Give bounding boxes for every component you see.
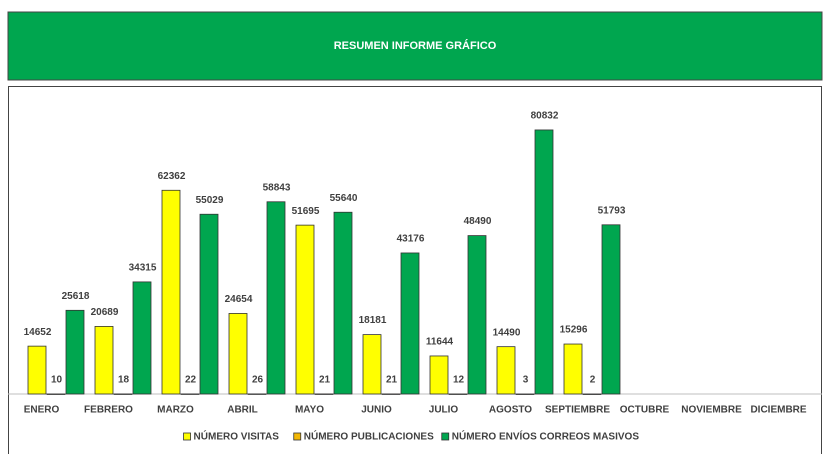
value-label: 21 bbox=[319, 375, 331, 386]
value-label: 11644 bbox=[426, 337, 454, 348]
legend-swatch bbox=[441, 432, 450, 441]
value-label: 51695 bbox=[292, 206, 320, 217]
value-label: 14652 bbox=[24, 327, 52, 338]
value-label: 55640 bbox=[330, 193, 358, 204]
value-label: 48490 bbox=[464, 216, 492, 227]
bar bbox=[132, 281, 152, 395]
value-label: 3 bbox=[523, 375, 529, 386]
bar bbox=[381, 393, 401, 395]
header-bar bbox=[7, 11, 823, 81]
bar bbox=[199, 213, 219, 395]
legend-label: NÚMERO VISITAS bbox=[194, 430, 280, 443]
bar bbox=[563, 343, 583, 395]
bar bbox=[228, 313, 248, 395]
value-label: 21 bbox=[386, 375, 398, 386]
bar bbox=[65, 309, 85, 395]
bar bbox=[94, 326, 114, 395]
x-tick-label: AGOSTO bbox=[489, 405, 532, 416]
bar bbox=[601, 224, 621, 395]
bar bbox=[46, 393, 66, 395]
value-label: 26 bbox=[252, 375, 264, 386]
bar bbox=[180, 393, 200, 395]
bar bbox=[161, 189, 181, 395]
x-tick-label: SEPTIEMBRE bbox=[545, 405, 610, 416]
value-label: 24654 bbox=[225, 294, 253, 305]
value-label: 62362 bbox=[158, 171, 186, 182]
value-label: 34315 bbox=[129, 263, 157, 274]
value-label: 51793 bbox=[598, 205, 626, 216]
x-tick-label: ENERO bbox=[24, 405, 60, 416]
bar bbox=[400, 252, 420, 395]
value-label: 18 bbox=[118, 375, 130, 386]
bar bbox=[467, 235, 487, 395]
legend-swatch bbox=[293, 432, 302, 441]
value-label: 18181 bbox=[359, 315, 387, 326]
x-tick-label: ABRIL bbox=[227, 405, 258, 416]
x-tick-label: MARZO bbox=[157, 405, 194, 416]
x-tick-label: FEBRERO bbox=[84, 405, 133, 416]
bar bbox=[266, 201, 286, 395]
value-label: 15296 bbox=[560, 325, 588, 336]
value-label: 2 bbox=[590, 375, 596, 386]
bar bbox=[429, 355, 449, 395]
x-tick-label: NOVIEMBRE bbox=[681, 405, 742, 416]
bar bbox=[247, 393, 267, 395]
x-tick-label: OCTUBRE bbox=[620, 405, 670, 416]
bar bbox=[496, 346, 516, 395]
legend-label: NÚMERO PUBLICACIONES bbox=[304, 430, 434, 443]
x-tick-label: MAYO bbox=[295, 405, 324, 416]
value-label: 10 bbox=[51, 375, 63, 386]
bar bbox=[362, 334, 382, 395]
value-label: 80832 bbox=[531, 111, 559, 122]
x-tick-label: DICIEMBRE bbox=[750, 405, 806, 416]
bar bbox=[333, 211, 353, 395]
value-label: 25618 bbox=[62, 291, 90, 302]
legend-swatch bbox=[183, 432, 191, 441]
x-tick-label: JUNIO bbox=[361, 405, 392, 416]
chart-title: RESUMEN INFORME GRÁFICO bbox=[334, 39, 497, 52]
bar bbox=[448, 393, 468, 395]
x-tick-label: JULIO bbox=[429, 405, 459, 416]
legend-label: NÚMERO ENVÍOS CORREOS MASIVOS bbox=[452, 430, 640, 443]
bar bbox=[515, 393, 535, 395]
value-label: 43176 bbox=[397, 234, 425, 245]
bar bbox=[314, 393, 334, 395]
bar bbox=[534, 129, 554, 395]
value-label: 12 bbox=[453, 375, 465, 386]
value-label: 22 bbox=[185, 375, 197, 386]
value-label: 55029 bbox=[196, 195, 224, 206]
bar bbox=[113, 393, 133, 395]
bar bbox=[295, 224, 315, 395]
value-label: 14490 bbox=[493, 327, 521, 338]
value-label: 58843 bbox=[263, 182, 291, 193]
bar bbox=[27, 345, 47, 395]
value-label: 20689 bbox=[91, 307, 119, 318]
bar bbox=[582, 393, 602, 395]
